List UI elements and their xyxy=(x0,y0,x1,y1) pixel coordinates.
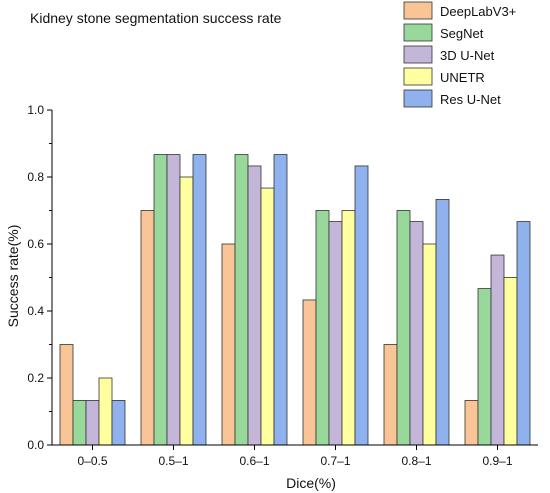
legend-label-3: UNETR xyxy=(440,70,485,85)
x-tick-label-5: 0.9–1 xyxy=(482,454,512,468)
bar-3d-u-net-5 xyxy=(490,254,505,446)
y-tick-label-5: 1.0 xyxy=(27,103,44,117)
bar-unetr-4 xyxy=(422,243,437,446)
bar-segnet-2 xyxy=(234,154,249,446)
y-tick-label-2: 0.4 xyxy=(27,304,44,318)
bar-3d-u-net-1 xyxy=(166,154,181,446)
bar-deeplabv3--1 xyxy=(140,210,155,446)
y-tick-label-0: 0.0 xyxy=(27,438,44,452)
y-tick-label-4: 0.8 xyxy=(27,170,44,184)
legend-swatch-2 xyxy=(403,45,433,64)
x-tick-label-1: 0.5–1 xyxy=(158,454,188,468)
x-axis-label: Dice(%) xyxy=(286,475,336,491)
bar-deeplabv3--0 xyxy=(59,344,74,446)
x-tick-label-4: 0.8–1 xyxy=(401,454,431,468)
y-tick-label-3: 0.6 xyxy=(27,237,44,251)
bar-deeplabv3--3 xyxy=(302,299,317,446)
bar-res-u-net-2 xyxy=(273,154,288,446)
x-tick-label-2: 0.6–1 xyxy=(239,454,269,468)
bar-3d-u-net-3 xyxy=(328,221,343,446)
bar-unetr-1 xyxy=(179,176,194,446)
bar-3d-u-net-4 xyxy=(409,221,424,446)
plot-area: 0.0 0.2 0.4 0.6 0.8 1.0 0–0.5 0.5–1 0.6–1 0.7–1 0.… xyxy=(27,103,538,468)
legend-label-4: Res U-Net xyxy=(440,92,501,107)
legend-swatch-0 xyxy=(403,1,433,20)
legend-label-1: SegNet xyxy=(440,26,484,41)
bar-res-u-net-3 xyxy=(354,165,369,446)
bar-segnet-3 xyxy=(315,210,330,446)
x-tick-label-0: 0–0.5 xyxy=(77,454,107,468)
bar-deeplabv3--2 xyxy=(221,243,236,446)
x-tick-label-3: 0.7–1 xyxy=(320,454,350,468)
y-tick-label-1: 0.2 xyxy=(27,371,44,385)
bar-unetr-3 xyxy=(341,210,356,446)
legend-swatch-3 xyxy=(403,67,433,86)
legend-swatch-1 xyxy=(403,23,433,42)
bar-res-u-net-4 xyxy=(435,199,450,446)
bar-3d-u-net-2 xyxy=(247,165,262,446)
y-axis-label: Success rate(%) xyxy=(5,225,21,328)
legend-swatch-4 xyxy=(403,89,433,108)
bar-segnet-0 xyxy=(72,400,87,446)
chart-title: Kidney stone segmentation success rate xyxy=(30,10,282,26)
bar-unetr-0 xyxy=(98,377,113,446)
bar-segnet-5 xyxy=(477,288,492,446)
bar-res-u-net-0 xyxy=(111,400,126,446)
bar-res-u-net-5 xyxy=(516,221,531,446)
bar-deeplabv3--4 xyxy=(383,344,398,446)
bar-res-u-net-1 xyxy=(192,154,207,446)
legend: DeepLabV3+ SegNet 3D U-Net UNETR Res U-Net xyxy=(403,1,516,108)
legend-label-0: DeepLabV3+ xyxy=(440,4,516,19)
legend-label-2: 3D U-Net xyxy=(440,48,495,63)
bar-deeplabv3--5 xyxy=(464,400,479,446)
bar-segnet-4 xyxy=(396,210,411,446)
bar-segnet-1 xyxy=(153,154,168,446)
bar-unetr-2 xyxy=(260,187,275,446)
bar-3d-u-net-0 xyxy=(85,400,100,446)
bar-unetr-5 xyxy=(503,277,518,446)
